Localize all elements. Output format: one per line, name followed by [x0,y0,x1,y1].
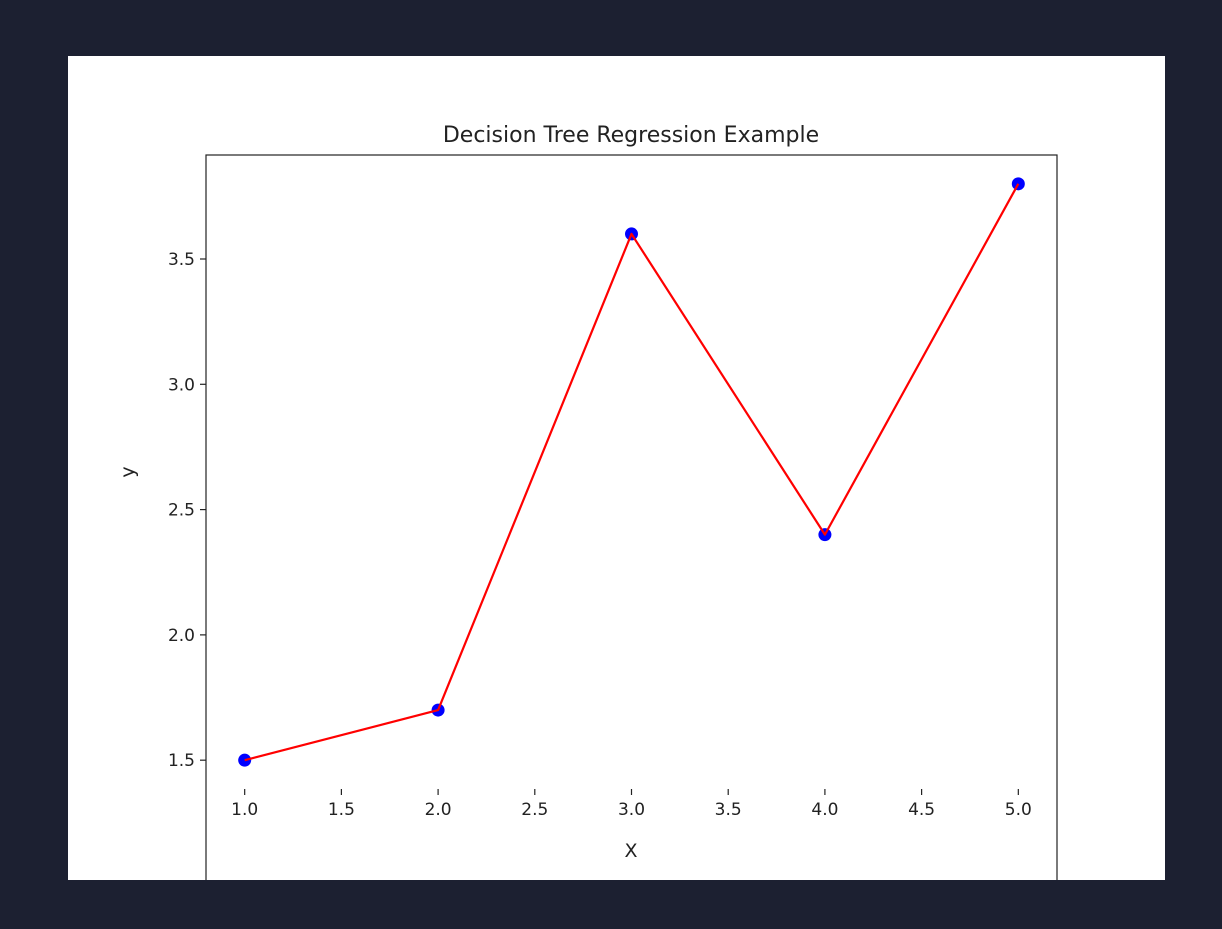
x-axis: 1.0 1.5 2.0 2.5 3.0 3.5 4.0 4.5 5.0 [231,789,1032,820]
chart-title: Decision Tree Regression Example [443,123,819,148]
y-tick-label: 3.5 [168,250,195,270]
y-axis-label: y [117,466,139,477]
y-tick-label: 2.5 [168,501,195,521]
x-axis-label: X [624,840,637,862]
x-tick-label: 1.0 [231,800,258,820]
x-tick-label: 3.5 [715,800,742,820]
chart-figure: Decision Tree Regression Example 1.0 1.5 2… [68,56,1165,880]
y-axis: 1.5 2.0 2.5 3.0 3.5 [168,250,206,771]
x-tick-label: 1.5 [328,800,355,820]
regression-line [244,183,1020,762]
y-tick-label: 2.0 [168,626,195,646]
x-tick-label: 5.0 [1005,800,1032,820]
series-layer [238,177,1025,767]
y-tick-label: 1.5 [168,751,195,771]
x-tick-label: 3.0 [618,800,645,820]
chart-canvas: Decision Tree Regression Example 1.0 1.5 2… [117,123,1058,880]
x-tick-label: 4.0 [811,800,838,820]
x-tick-label: 2.5 [521,800,548,820]
x-tick-label: 4.5 [908,800,935,820]
x-tick-label: 2.0 [425,800,452,820]
y-tick-label: 3.0 [168,375,195,395]
plot-area [205,154,1058,880]
